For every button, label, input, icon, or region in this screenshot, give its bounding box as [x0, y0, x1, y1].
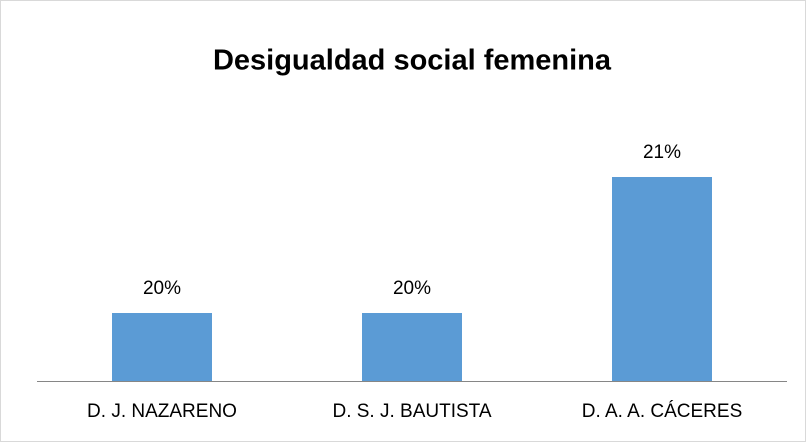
data-label: 20%: [393, 278, 431, 299]
bar: [112, 313, 212, 381]
chart-title: Desigualdad social femenina: [213, 45, 612, 77]
x-tick-label: D. S. J. BAUTISTA: [332, 401, 491, 422]
data-label: 21%: [643, 142, 681, 163]
x-tick-label: D. J. NAZARENO: [87, 401, 237, 422]
bar: [612, 177, 712, 381]
bar: [362, 313, 462, 381]
data-label: 20%: [143, 278, 181, 299]
x-tick-label: D. A. A. CÁCERES: [582, 401, 743, 422]
